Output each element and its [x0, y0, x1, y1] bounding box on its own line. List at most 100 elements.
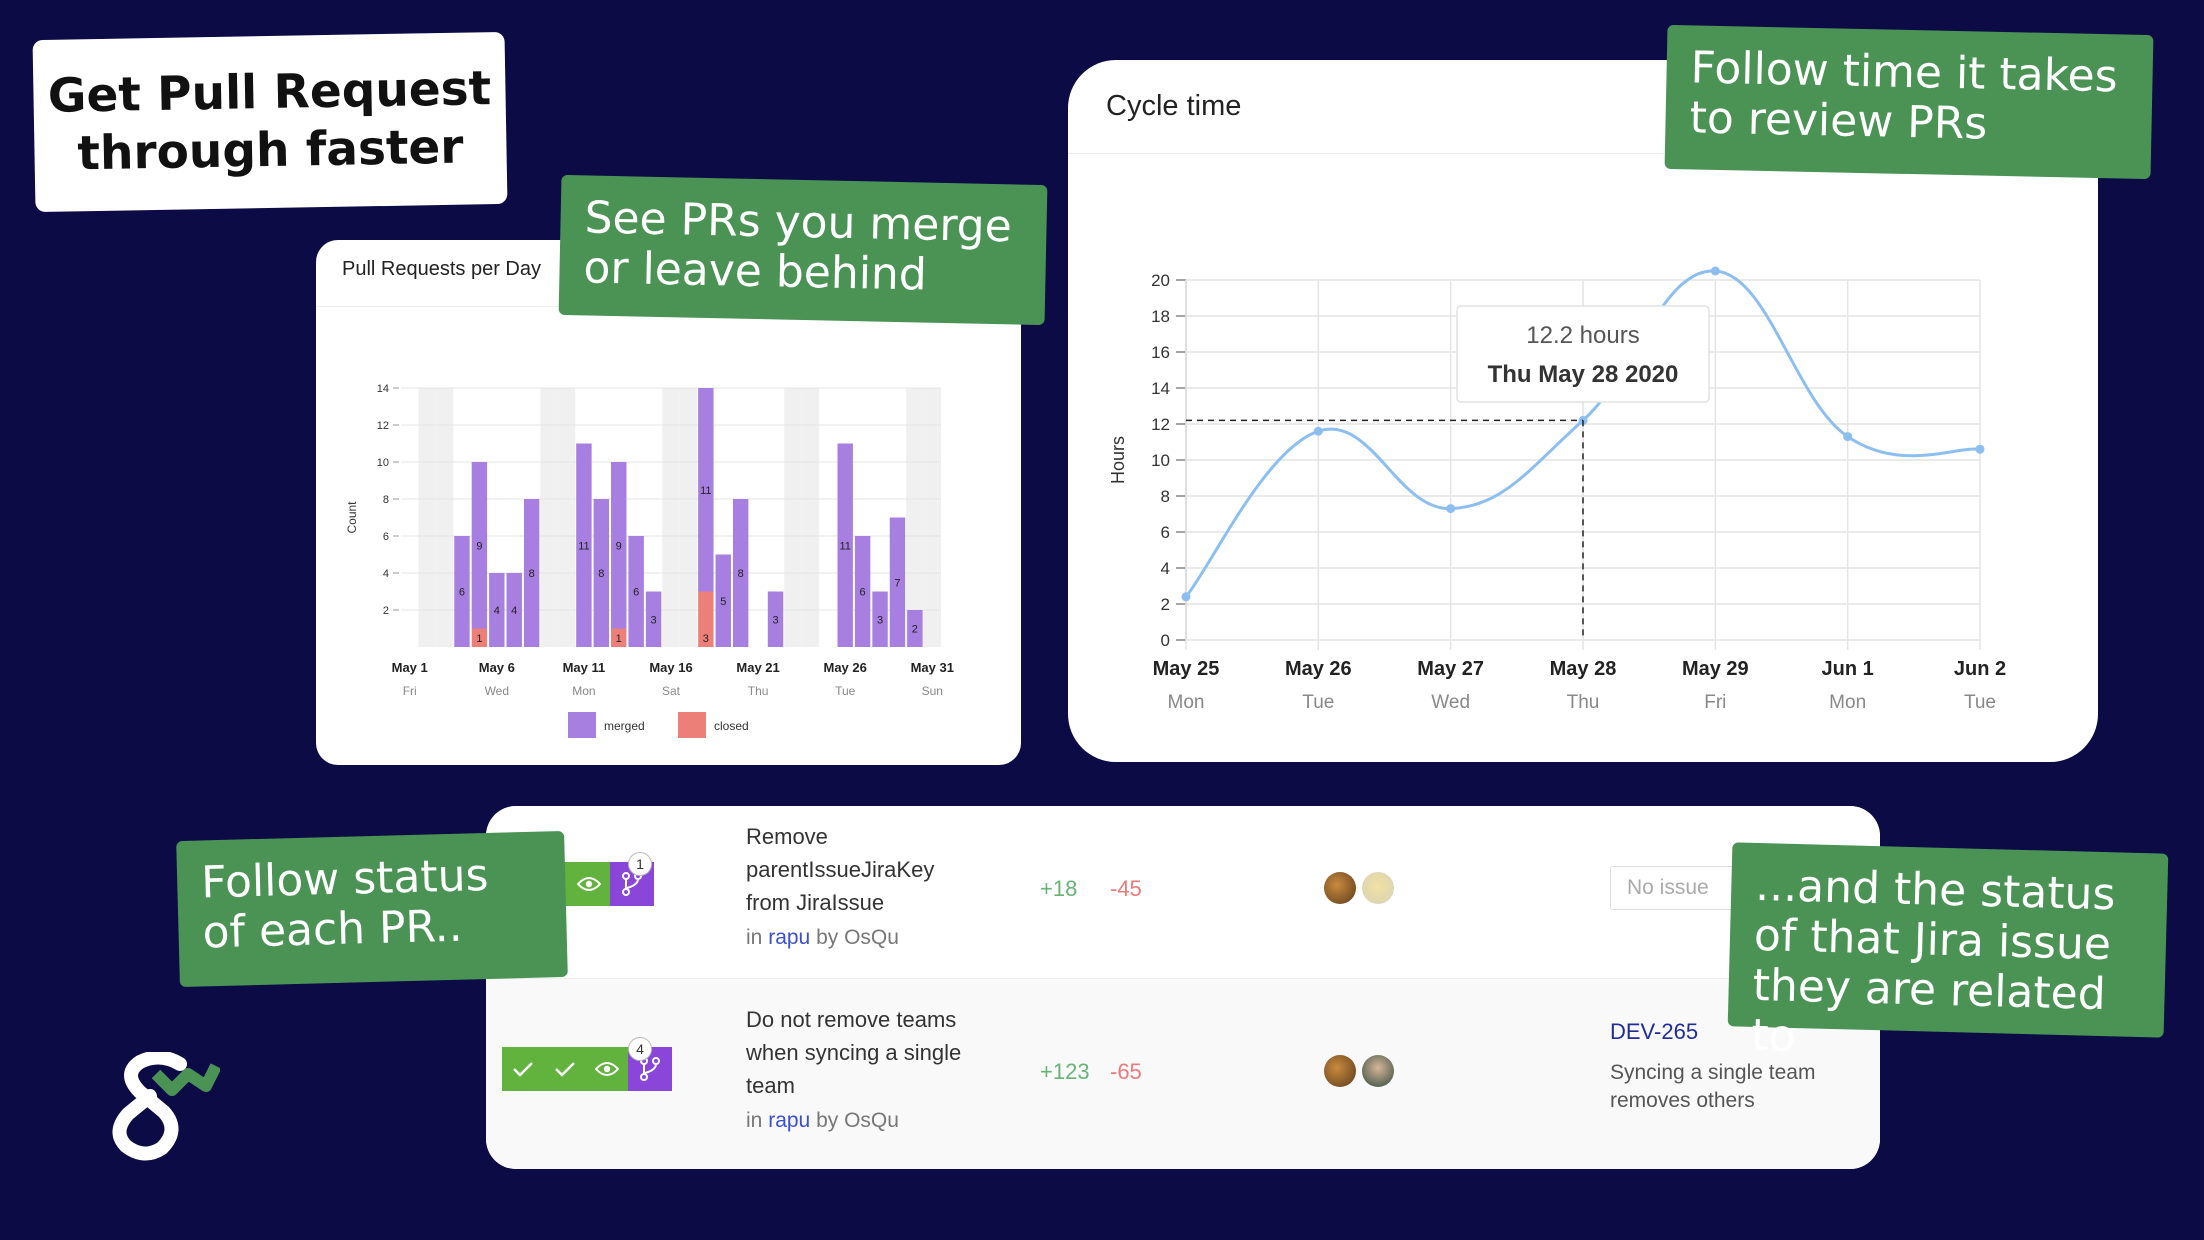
check-icon [544, 1047, 586, 1091]
headline-line-1: Get Pull Request [47, 61, 492, 124]
bar-merged [889, 517, 906, 647]
bar-merged [907, 610, 923, 647]
weekend-band [540, 388, 558, 647]
bar-merged [854, 536, 871, 647]
y-tick-label: 14 [1151, 379, 1170, 398]
bar-label: 8 [598, 568, 604, 580]
y-tick-label: 2 [383, 605, 389, 617]
eye-icon [568, 862, 610, 906]
weekend-band [435, 388, 454, 647]
data-point [1710, 266, 1720, 276]
weekend-band [679, 388, 698, 647]
x-tick-label: May 27 [1417, 658, 1484, 680]
review-count-badge: 4 [628, 1037, 652, 1061]
avatar [1324, 872, 1356, 904]
in-label: in [746, 926, 763, 949]
jira-issue-title-line: removes others [1610, 1089, 1755, 1112]
y-axis-label: Hours [1108, 436, 1128, 484]
tooltip-value: 12.2 hours [1526, 322, 1639, 349]
y-tick-label: 18 [1151, 307, 1170, 326]
legend-label: closed [714, 719, 749, 733]
author-label: by OsQu [816, 926, 899, 949]
cycle-time-title: Cycle time [1106, 90, 1242, 122]
y-tick-label: 4 [383, 568, 389, 580]
data-point [1446, 504, 1456, 514]
weekend-band [557, 388, 576, 647]
tooltip-date: Thu May 28 2020 [1488, 361, 1679, 388]
x-tick-label: May 29 [1682, 658, 1749, 680]
bar-label: 9 [616, 540, 622, 552]
no-issue-field[interactable]: No issue [1610, 866, 1734, 910]
bar-label: 3 [772, 614, 778, 626]
card-divider [1068, 153, 2098, 154]
x-tick-day: Tue [1964, 692, 1996, 713]
x-tick-label: Jun 1 [1822, 658, 1874, 680]
bar-label: 8 [738, 568, 744, 580]
bar-merged [645, 591, 662, 647]
jira-issue-title-line: Syncing a single team [1610, 1061, 1816, 1084]
y-tick-label: 4 [1161, 559, 1170, 578]
headline-card: Get Pull Request through faster [32, 31, 508, 213]
repo-link[interactable]: rapu [768, 1109, 811, 1132]
repo-link[interactable]: rapu [768, 926, 811, 949]
pull-request-row[interactable]: 1 Remove parentIssueJiraKey from JiraIss… [486, 806, 1880, 988]
y-tick-label: 20 [1151, 271, 1170, 290]
x-tick-day: Thu [1567, 692, 1600, 713]
y-tick-label: 16 [1151, 343, 1170, 362]
bar-label: 4 [494, 605, 500, 617]
y-tick-label: 8 [1161, 487, 1170, 506]
pull-request-row[interactable]: 4 Do not remove teams when syncing a sin… [486, 978, 1880, 1169]
bar-merged [576, 443, 592, 647]
pr-title-line: Remove [746, 824, 828, 849]
bar-merged [872, 591, 888, 647]
bar-merged [523, 499, 540, 647]
x-tick-day: Tue [835, 684, 856, 698]
bar-merged [837, 443, 853, 647]
y-tick-label: 10 [377, 457, 389, 469]
pr-title[interactable]: Do not remove teams when syncing a singl… [746, 1003, 1006, 1102]
callout-line: to review PRs [1689, 92, 1988, 150]
headline-line-2: through faster [77, 119, 464, 182]
x-tick-day: Wed [485, 684, 509, 698]
x-tick-label: May 6 [479, 660, 515, 675]
weekend-band [923, 388, 941, 647]
x-tick-day: Mon [1168, 692, 1205, 713]
callout-line: they are related to [1750, 959, 2107, 1063]
pr-title-line: from JiraIssue [746, 890, 885, 915]
bar-closed [471, 628, 488, 647]
avatar [1362, 1055, 1394, 1087]
bar-merged [715, 554, 731, 647]
x-tick-label: May 26 [1285, 658, 1352, 680]
bar-label: 3 [703, 633, 709, 645]
callout-review: Follow time it takes to review PRs [1664, 24, 2154, 180]
callout-line: Follow status [200, 849, 490, 909]
x-tick-label: May 21 [736, 660, 779, 675]
bar-merged [454, 536, 470, 647]
pr-title-line: Do not remove teams [746, 1007, 957, 1032]
weekend-band [784, 388, 802, 647]
x-tick-day: Wed [1431, 692, 1470, 713]
eye-icon [586, 1047, 628, 1091]
pr-title[interactable]: Remove parentIssueJiraKey from JiraIssue [746, 820, 986, 919]
x-tick-label: May 16 [649, 660, 692, 675]
y-tick-label: 0 [1161, 631, 1170, 650]
jira-issue-key[interactable]: DEV-265 [1610, 1019, 1699, 1044]
pr-meta: in rapu by OsQu [746, 1109, 899, 1133]
x-tick-day: Fri [403, 684, 417, 698]
bar-merged [611, 462, 627, 629]
bar-label: 6 [633, 587, 639, 599]
avatar [1324, 1055, 1356, 1087]
deletions-count: -65 [1110, 1059, 1142, 1084]
bar-label: 8 [529, 568, 535, 580]
pr-title-line: team [746, 1073, 795, 1098]
legend-label: merged [604, 719, 645, 733]
data-point [1181, 592, 1191, 602]
pull-request-list: 1 Remove parentIssueJiraKey from JiraIss… [486, 806, 1880, 1169]
bar-label: 9 [476, 540, 482, 552]
in-label: in [746, 1109, 763, 1132]
checks-group [502, 1047, 628, 1091]
bar-merged [628, 536, 644, 647]
bar-label: 5 [720, 596, 726, 608]
check-icon [502, 1047, 544, 1091]
